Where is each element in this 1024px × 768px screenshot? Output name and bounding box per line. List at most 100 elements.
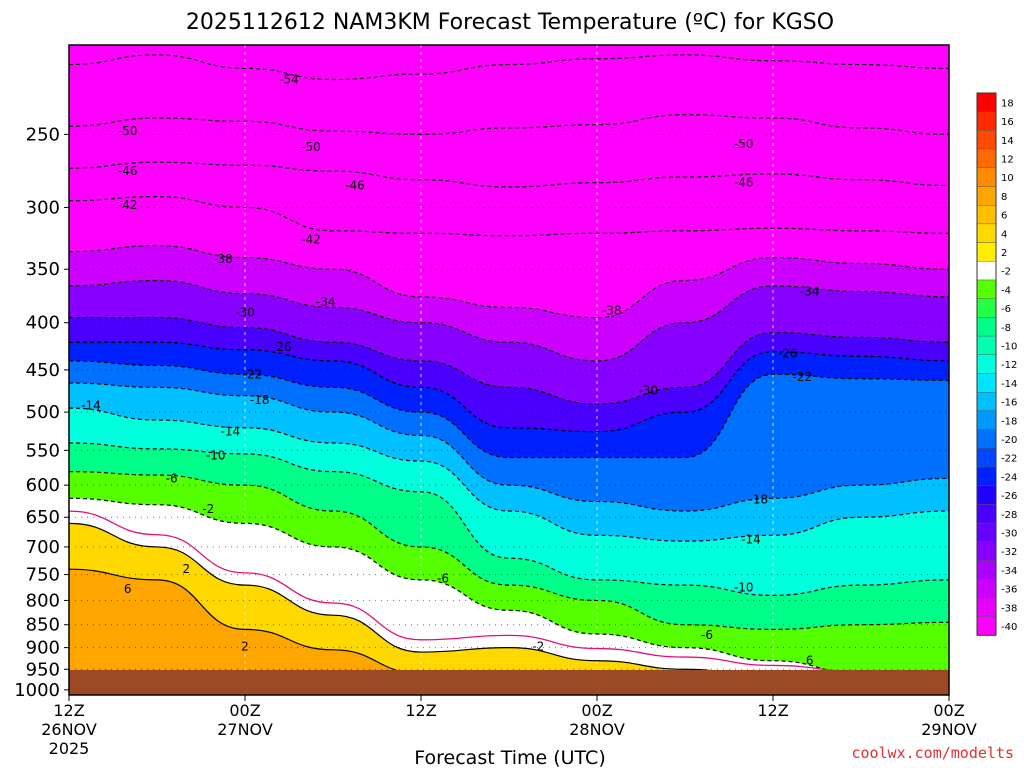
y-tick-label: 1000 (14, 680, 60, 701)
y-tick-label: 950 (26, 659, 60, 680)
colorbar-label: 18 (1001, 98, 1014, 109)
colorbar-label: -14 (1001, 379, 1017, 390)
colorbar-label: -4 (1001, 285, 1011, 296)
colorbar-swatch (976, 616, 997, 636)
y-tick-label: 250 (26, 124, 60, 145)
contour-label: -18 (749, 493, 769, 507)
y-tick-label: 900 (26, 638, 60, 659)
contour-line (69, 470, 949, 630)
contour-label: -22 (793, 370, 813, 384)
x-tick-label: 28NOV (569, 720, 625, 739)
contour-label: -26 (272, 340, 292, 354)
colorbar-swatch (976, 298, 997, 318)
colorbar-label: -18 (1001, 416, 1017, 427)
freezing-line (69, 510, 949, 675)
y-tick-label: 700 (26, 537, 60, 558)
contour-label: -14 (81, 399, 101, 413)
y-tick-label: 300 (26, 197, 60, 218)
contour-label: 6 (806, 654, 814, 668)
contour-label: -18 (250, 393, 270, 407)
colorbar-swatch (976, 130, 997, 150)
colorbar-swatch (976, 111, 997, 131)
x-tick-label: 12Z (757, 701, 788, 720)
colorbar-swatch (976, 261, 997, 281)
contour-line (69, 279, 949, 362)
contour-line (69, 497, 949, 677)
contour-label: 2 (241, 639, 249, 653)
colorbar-swatch (976, 242, 997, 262)
colorbar-label: -8 (1001, 323, 1011, 334)
field-band (69, 569, 949, 695)
contour-label: -50 (734, 137, 754, 151)
contour-line (69, 382, 949, 512)
y-axis: 2503003504004505005506006507007508008509… (14, 124, 69, 701)
colorbar-swatch (976, 448, 997, 468)
contour-label: -46 (734, 176, 754, 190)
y-tick-label: 350 (26, 259, 60, 280)
contour-label: -30 (235, 306, 255, 320)
contour-label: -38 (213, 252, 233, 266)
colorbar-label: -26 (1001, 491, 1017, 502)
contour-label: -34 (800, 284, 820, 298)
colorbar-swatch (976, 541, 997, 561)
x-axis-label: Forecast Time (UTC) (414, 747, 605, 768)
x-tick-label: 00Z (933, 701, 964, 720)
colorbar-label: 12 (1001, 154, 1014, 165)
contour-line (69, 407, 949, 542)
contour-label: 6 (124, 582, 132, 596)
colorbar-label: -36 (1001, 585, 1017, 596)
colorbar-swatch (976, 522, 997, 542)
colorbar-label: -12 (1001, 360, 1017, 371)
colorbar-label: -10 (1001, 341, 1017, 352)
contour-label: -46 (118, 164, 138, 178)
colorbar-swatch (976, 317, 997, 337)
colorbar: 18 16 14 12 10 8 6 4 2 -2 -4 -6 -8 -10 -12 -14 -16 -18 -20… (976, 92, 1017, 636)
contour-line (69, 341, 949, 433)
x-tick-label: 2025 (49, 739, 90, 758)
contour-label: -30 (639, 384, 659, 398)
contour-line (69, 245, 949, 319)
x-tick-label: 12Z (53, 701, 84, 720)
colorbar-swatch (976, 429, 997, 449)
x-tick-label: 29NOV (921, 720, 977, 739)
contour-label: -22 (243, 367, 263, 381)
y-tick-label: 850 (26, 615, 60, 636)
colorbar-label: 8 (1001, 192, 1007, 203)
contour-label: -34 (316, 295, 336, 309)
colorbar-swatch (976, 392, 997, 412)
colorbar-label: -30 (1001, 528, 1017, 539)
colorbar-swatch (976, 186, 997, 206)
colorbar-swatch (976, 373, 997, 393)
contour-label: -6 (437, 571, 449, 585)
colorbar-swatch (976, 597, 997, 617)
colorbar-label: -22 (1001, 454, 1017, 465)
contour-label: -50 (301, 140, 321, 154)
y-tick-label: 400 (26, 313, 60, 334)
colorbar-label: -34 (1001, 566, 1017, 577)
x-tick-label: 00Z (581, 701, 612, 720)
contour-label: -14 (221, 425, 241, 439)
colorbar-label: -28 (1001, 510, 1017, 521)
contour-line (69, 161, 949, 188)
colorbar-label: -32 (1001, 547, 1017, 558)
y-tick-label: 450 (26, 360, 60, 381)
contour-line (69, 114, 949, 136)
colorbar-label: -2 (1001, 267, 1011, 278)
contour-line (69, 54, 949, 81)
colorbar-swatch (976, 204, 997, 225)
credit-link[interactable]: coolwx.com/modelts (851, 744, 1014, 762)
colorbar-swatch (976, 148, 997, 169)
contour-label: -38 (602, 304, 622, 318)
contour-label: -10 (206, 448, 226, 462)
contour-line (69, 196, 949, 237)
colorbar-label: 16 (1001, 117, 1014, 128)
contour-label: -26 (778, 347, 798, 361)
colorbar-label: 2 (1001, 248, 1007, 259)
contour-label: -42 (118, 198, 138, 212)
colorbar-label: 4 (1001, 229, 1007, 240)
colorbar-label: 6 (1001, 211, 1007, 222)
ground-surface (69, 670, 949, 695)
contour-label: -6 (701, 628, 713, 642)
